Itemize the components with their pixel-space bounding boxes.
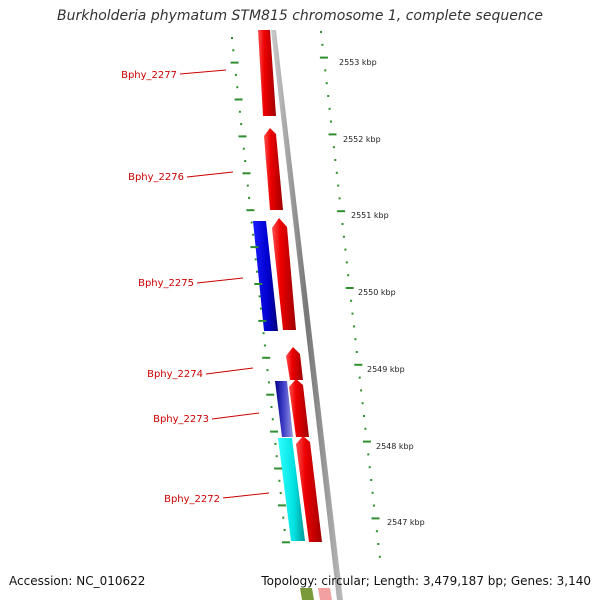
gc-content-ticks xyxy=(230,37,290,544)
scale-label-2547: 2547 kbp xyxy=(387,518,425,527)
scale-label-2550: 2550 kbp xyxy=(358,288,396,297)
backbone-bottom-pink xyxy=(318,588,332,600)
scale-label-2548: 2548 kbp xyxy=(376,442,414,451)
cds-bphy-2272-forward[interactable] xyxy=(296,436,322,542)
leader-bphy-2276 xyxy=(186,171,234,178)
cds-bphy-2273-reverse[interactable] xyxy=(275,381,293,437)
scale-label-2551: 2551 kbp xyxy=(351,211,389,220)
gene-label-bphy-2277[interactable]: Bphy_2277 xyxy=(121,70,177,81)
cds-bphy-2273-forward[interactable] xyxy=(289,379,309,437)
cds-bphy-2275-forward[interactable] xyxy=(272,218,296,330)
leader-bphy-2275 xyxy=(196,277,244,284)
leader-bphy-2272 xyxy=(222,492,270,499)
cds-bphy-2274[interactable] xyxy=(286,347,303,380)
leader-bphy-2277 xyxy=(179,69,227,75)
backbone-bottom-green xyxy=(300,588,314,600)
map-title: Burkholderia phymatum STM815 chromosome … xyxy=(56,8,543,24)
cds-bphy-2276[interactable] xyxy=(264,128,283,210)
gene-label-bphy-2276[interactable]: Bphy_2276 xyxy=(128,172,184,183)
cds-bphy-2272-reverse[interactable] xyxy=(278,438,305,541)
cds-bphy-2275-reverse[interactable] xyxy=(253,221,278,331)
cds-bphy-2277[interactable] xyxy=(258,30,276,116)
backbone xyxy=(271,30,343,600)
scale-label-2552: 2552 kbp xyxy=(343,135,381,144)
gene-label-bphy-2275[interactable]: Bphy_2275 xyxy=(138,278,194,289)
scale-label-2553: 2553 kbp xyxy=(339,58,377,67)
leader-bphy-2274 xyxy=(205,367,254,375)
genome-summary: Topology: circular; Length: 3,479,187 bp… xyxy=(261,574,591,588)
scale-ticks xyxy=(319,31,381,558)
gene-label-bphy-2272[interactable]: Bphy_2272 xyxy=(164,494,220,505)
gene-label-bphy-2274[interactable]: Bphy_2274 xyxy=(147,369,203,380)
accession-label: Accession: NC_010622 xyxy=(9,574,146,588)
scale-label-2549: 2549 kbp xyxy=(367,365,405,374)
leader-bphy-2273 xyxy=(211,412,260,420)
gene-label-bphy-2273[interactable]: Bphy_2273 xyxy=(153,414,209,425)
